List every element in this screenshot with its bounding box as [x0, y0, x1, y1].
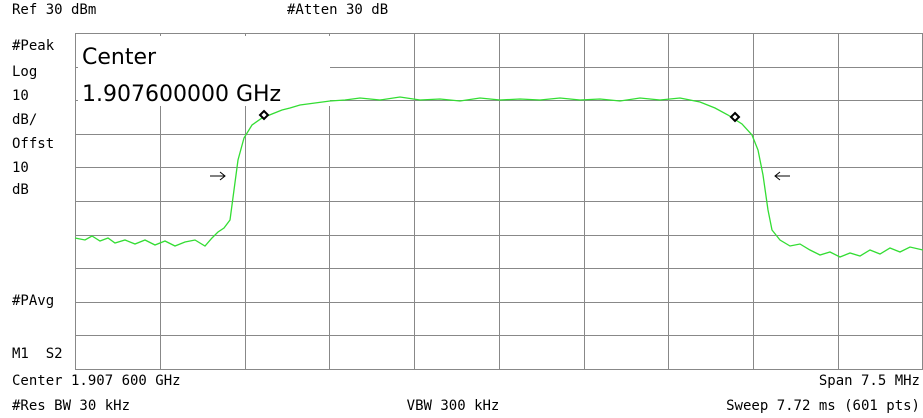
arrow-left	[774, 171, 790, 181]
left-label: Log	[12, 64, 37, 80]
vbw: VBW 300 kHz	[407, 398, 500, 414]
left-label: 10	[12, 160, 29, 176]
rbw: #Res BW 30 kHz	[12, 398, 130, 414]
left-label: #Peak	[12, 38, 55, 54]
trace	[74, 96, 923, 258]
ref-level: Ref 30 dBm	[12, 2, 96, 18]
average-label: #PAvg	[12, 293, 54, 309]
marker-diamond	[258, 109, 270, 121]
left-label: 10	[12, 88, 29, 104]
center-box	[78, 36, 330, 106]
center-value: 1.907600000 GHz	[82, 82, 281, 107]
center-label: Center	[82, 45, 157, 70]
center-frequency: Center 1.907 600 GHz	[12, 373, 181, 389]
sweep: Sweep 7.72 ms (601 pts)	[726, 398, 920, 414]
attenuation: #Atten 30 dB	[287, 2, 388, 18]
left-label: dB	[12, 182, 29, 198]
left-label: Offst	[12, 136, 54, 152]
marker-label: M1 S2	[12, 346, 63, 362]
marker-diamond	[729, 111, 741, 123]
arrow-right	[210, 171, 226, 181]
left-label: dB/	[12, 112, 37, 128]
span: Span 7.5 MHz	[819, 373, 920, 389]
